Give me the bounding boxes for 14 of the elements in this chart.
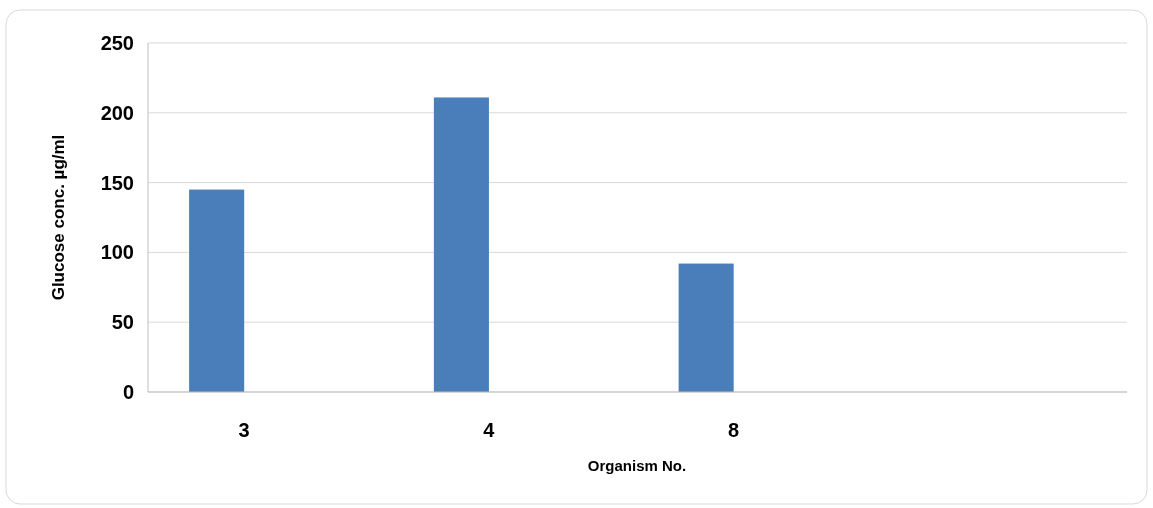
- bar: [433, 97, 489, 392]
- y-tick-label: 0: [122, 381, 134, 403]
- y-tick-label: 100: [100, 241, 134, 264]
- y-axis-title: Glucose conc. µg/ml: [49, 134, 68, 301]
- x-tick-label: 3: [238, 419, 250, 441]
- bar: [678, 263, 734, 392]
- y-tick-label: 50: [111, 311, 134, 334]
- y-tick-label: 200: [100, 101, 134, 124]
- y-tick-label: 250: [100, 32, 134, 54]
- y-tick-label: 150: [100, 171, 134, 194]
- bar: [189, 189, 245, 392]
- x-tick-label: 8: [728, 419, 740, 441]
- x-axis-title: Organism No.: [587, 457, 687, 474]
- x-tick-label: 4: [483, 419, 496, 441]
